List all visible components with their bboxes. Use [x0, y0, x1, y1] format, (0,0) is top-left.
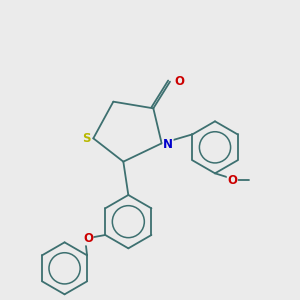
Text: N: N: [163, 138, 173, 151]
Text: S: S: [82, 132, 91, 145]
Text: O: O: [227, 173, 237, 187]
Text: O: O: [83, 232, 93, 245]
Text: O: O: [174, 74, 184, 88]
